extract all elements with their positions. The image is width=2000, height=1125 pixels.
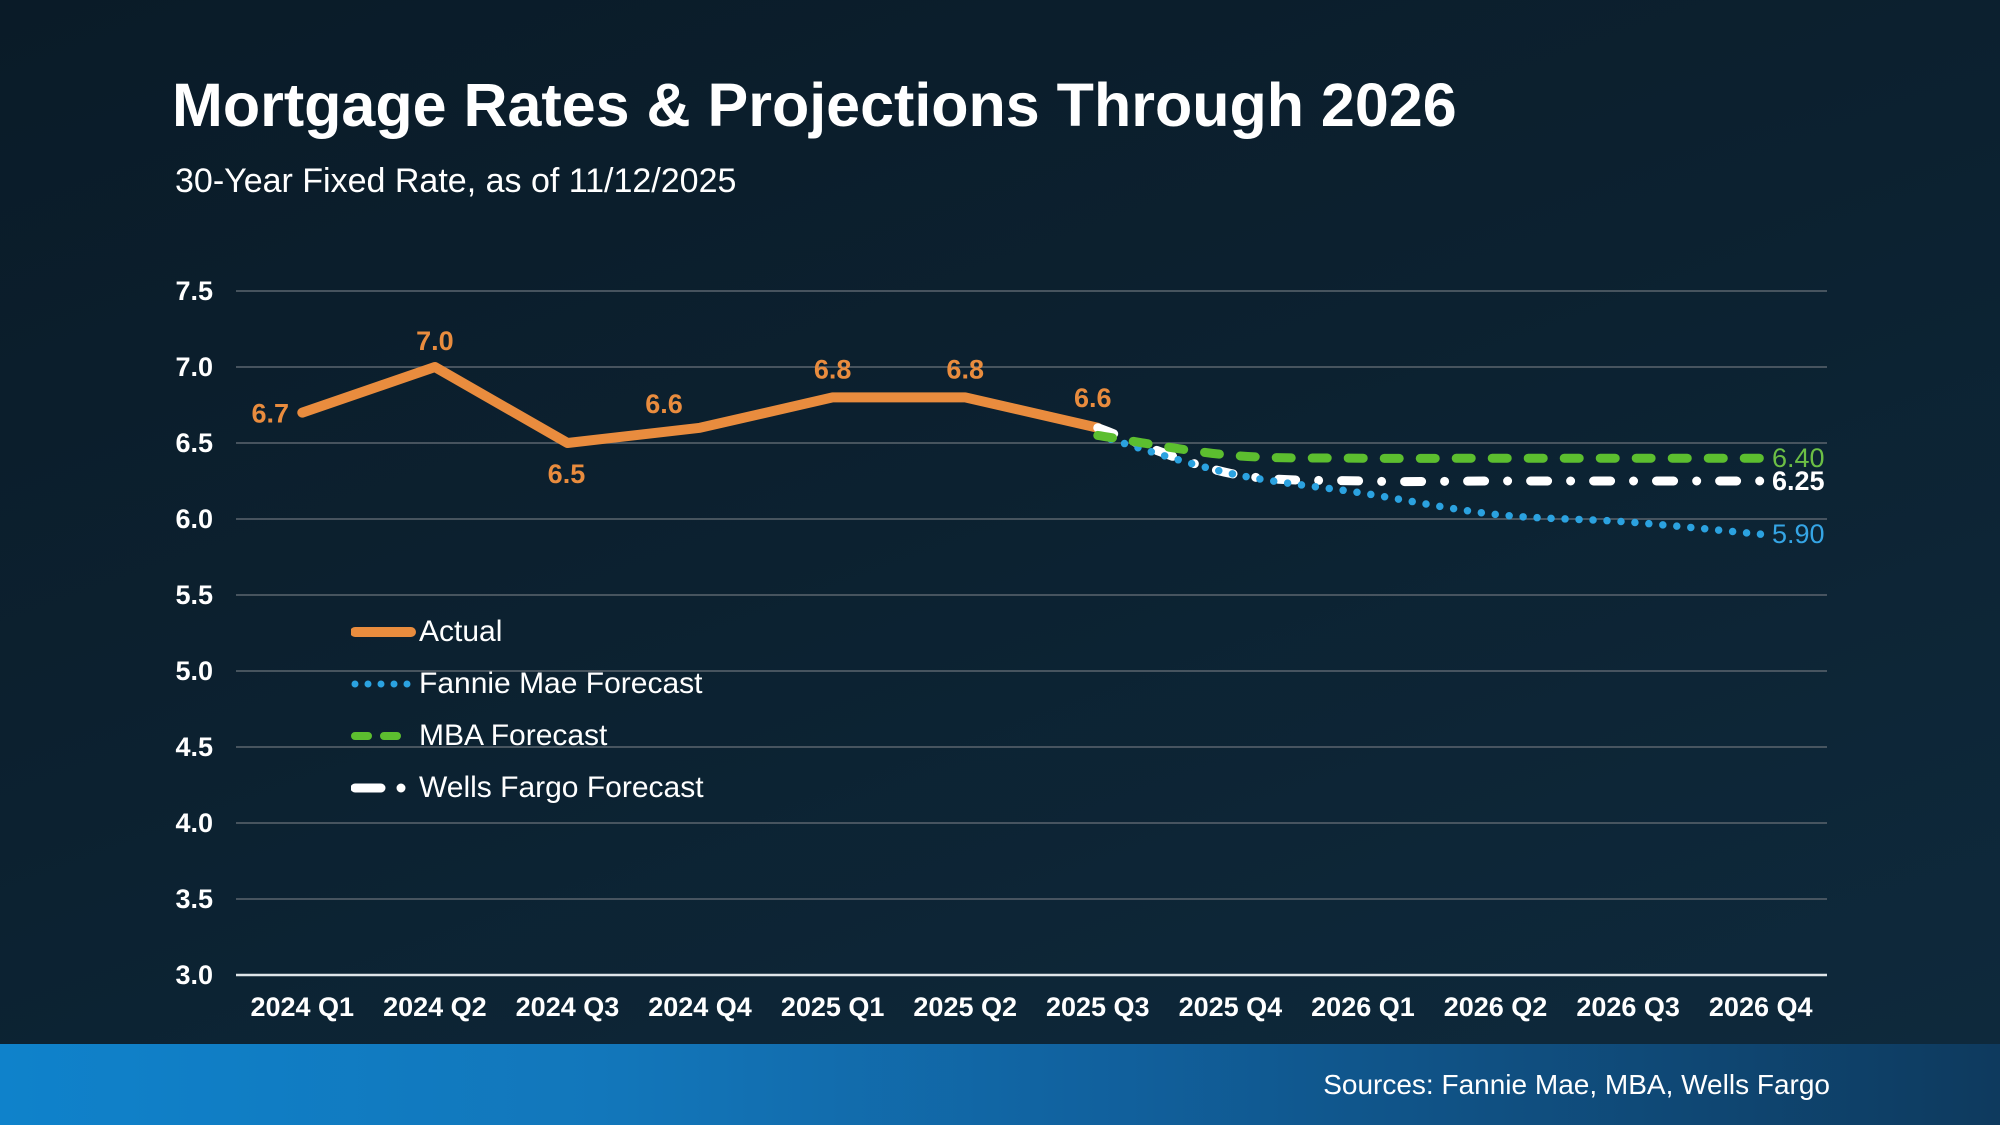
x-axis-label: 2026 Q4 xyxy=(1709,992,1813,1022)
x-axis-label: 2024 Q1 xyxy=(250,992,354,1022)
y-axis-label: 3.5 xyxy=(175,884,213,914)
page-subtitle: 30-Year Fixed Rate, as of 11/12/2025 xyxy=(175,162,737,200)
y-axis-label: 7.5 xyxy=(175,276,213,306)
legend-label: Actual xyxy=(419,615,503,648)
x-axis-label: 2024 Q3 xyxy=(516,992,620,1022)
y-axis-label: 6.0 xyxy=(175,504,213,534)
point-label: 6.5 xyxy=(548,459,586,489)
legend-item-fannie-mae-forecast: Fannie Mae Forecast xyxy=(351,658,704,710)
y-axis-label: 5.0 xyxy=(175,656,213,686)
sources-text: Sources: Fannie Mae, MBA, Wells Fargo xyxy=(1323,1069,1830,1100)
series-line-fannie-mae-forecast xyxy=(1094,431,1765,538)
legend-item-wells-fargo-forecast: Wells Fargo Forecast xyxy=(351,762,704,814)
series-line-mba-forecast xyxy=(1093,430,1766,463)
y-axis-label: 3.0 xyxy=(175,960,213,990)
series-line-actual xyxy=(297,362,1103,448)
series-end-label-mba-forecast: 6.40 xyxy=(1772,443,1825,473)
y-axis-label: 6.5 xyxy=(175,428,213,458)
x-axis-label: 2026 Q3 xyxy=(1576,992,1680,1022)
series-end-label-wells-fargo-forecast: 6.25 xyxy=(1772,466,1825,496)
x-axis-label: 2026 Q1 xyxy=(1311,992,1415,1022)
chart-legend: Actual Fannie Mae Forecast MBA Forecast Wel… xyxy=(351,606,704,814)
fannie-mae-forecast-legend-swatch-icon xyxy=(351,680,415,688)
x-axis-label: 2025 Q2 xyxy=(913,992,1017,1022)
point-label: 6.8 xyxy=(814,354,852,384)
y-axis-label: 4.5 xyxy=(175,732,213,762)
x-axis-label: 2024 Q2 xyxy=(383,992,487,1022)
legend-label: MBA Forecast xyxy=(419,719,608,752)
point-label: 6.8 xyxy=(946,354,984,384)
page-title: Mortgage Rates & Projections Through 202… xyxy=(172,71,1457,139)
legend-label: Fannie Mae Forecast xyxy=(419,667,703,700)
legend-label: Wells Fargo Forecast xyxy=(419,771,704,804)
point-label: 6.7 xyxy=(252,399,290,429)
point-label: 6.6 xyxy=(1074,383,1112,413)
point-label: 6.6 xyxy=(645,389,683,419)
wells-fargo-forecast-legend-swatch-icon xyxy=(351,783,414,793)
legend-item-actual: Actual xyxy=(351,606,704,658)
series-line-wells-fargo-forecast xyxy=(1093,423,1766,487)
y-axis-label: 5.5 xyxy=(175,580,213,610)
series-end-label-fannie-mae-forecast: 5.90 xyxy=(1772,519,1825,549)
actual-legend-swatch-icon xyxy=(351,627,416,637)
y-axis-label: 7.0 xyxy=(175,352,213,382)
x-axis-label: 2026 Q2 xyxy=(1444,992,1548,1022)
legend-item-mba-forecast: MBA Forecast xyxy=(351,710,704,762)
point-label: 7.0 xyxy=(416,326,454,356)
x-axis-label: 2024 Q4 xyxy=(648,992,752,1022)
mba-forecast-legend-swatch-icon xyxy=(351,732,417,740)
footer-bar: Sources: Fannie Mae, MBA, Wells Fargo xyxy=(0,1044,2000,1125)
x-axis-label: 2025 Q4 xyxy=(1179,992,1283,1022)
x-axis-label: 2025 Q3 xyxy=(1046,992,1150,1022)
x-axis-label: 2025 Q1 xyxy=(781,992,885,1022)
y-axis-label: 4.0 xyxy=(175,808,213,838)
